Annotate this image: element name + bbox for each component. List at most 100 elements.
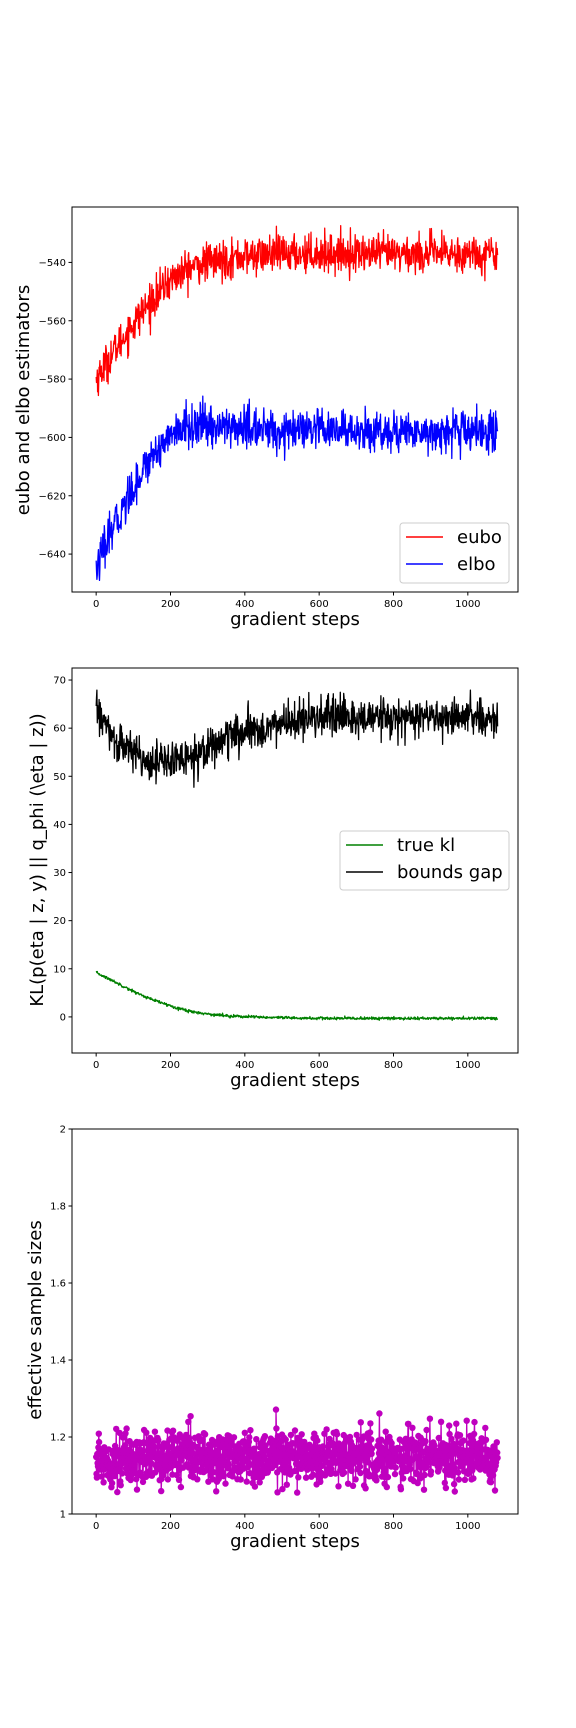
y-tick-label: 0 bbox=[60, 1012, 66, 1023]
data-point bbox=[382, 1428, 389, 1435]
data-point bbox=[114, 1488, 121, 1496]
data-point bbox=[494, 1454, 501, 1462]
data-point bbox=[409, 1424, 416, 1432]
data-point bbox=[426, 1415, 434, 1422]
y-tick-label: −580 bbox=[39, 375, 66, 386]
data-point bbox=[220, 1473, 227, 1480]
data-point bbox=[95, 1430, 103, 1437]
data-point bbox=[302, 1474, 310, 1481]
data-point bbox=[177, 1483, 185, 1491]
data-point bbox=[169, 1427, 177, 1434]
data-point bbox=[131, 1461, 138, 1468]
x-tick-label: 200 bbox=[161, 1521, 180, 1532]
y-tick-label: 1.4 bbox=[50, 1356, 66, 1367]
data-point bbox=[314, 1437, 321, 1444]
data-point bbox=[416, 1454, 424, 1461]
data-point bbox=[283, 1481, 290, 1488]
data-point bbox=[366, 1429, 374, 1436]
data-point bbox=[100, 1479, 107, 1486]
data-point bbox=[160, 1471, 167, 1479]
chart-eubo-elbo: 0 200 400 600 800 1000 −540 −560 −580 −600 −620 −64… bbox=[13, 206, 519, 630]
legend: true kl bounds gap bbox=[339, 830, 510, 891]
y-axis-label: eubo and elbo estimators bbox=[13, 285, 34, 515]
data-point bbox=[121, 1442, 129, 1449]
data-point bbox=[98, 1473, 105, 1480]
data-point bbox=[214, 1452, 221, 1459]
data-point bbox=[133, 1486, 141, 1493]
data-point bbox=[427, 1468, 435, 1475]
data-point bbox=[323, 1426, 330, 1433]
data-point bbox=[274, 1489, 281, 1496]
data-point bbox=[155, 1436, 162, 1444]
series-true-kl bbox=[95, 970, 499, 1022]
series-eubo bbox=[95, 225, 499, 397]
data-point bbox=[344, 1480, 352, 1487]
legend-label-true-kl: true kl bbox=[397, 835, 455, 856]
data-point bbox=[352, 1476, 359, 1483]
data-point bbox=[175, 1476, 183, 1484]
data-point bbox=[192, 1465, 200, 1472]
series-series-0 bbox=[93, 1406, 501, 1496]
data-point bbox=[111, 1472, 118, 1480]
data-point bbox=[328, 1465, 335, 1473]
data-point bbox=[455, 1476, 463, 1483]
data-point bbox=[246, 1434, 253, 1441]
data-point bbox=[391, 1470, 399, 1478]
data-point bbox=[292, 1460, 300, 1468]
data-point bbox=[116, 1429, 123, 1437]
data-point bbox=[453, 1445, 461, 1452]
data-point bbox=[214, 1460, 222, 1468]
data-point bbox=[489, 1472, 497, 1479]
x-tick-label: 600 bbox=[310, 1521, 329, 1532]
data-point bbox=[243, 1478, 250, 1485]
data-point bbox=[313, 1460, 320, 1468]
y-tick-label: 30 bbox=[53, 868, 66, 879]
data-point bbox=[256, 1454, 263, 1461]
data-point bbox=[225, 1461, 232, 1469]
x-tick-label: 800 bbox=[384, 1060, 403, 1071]
x-tick-label: 0 bbox=[93, 1521, 99, 1532]
data-point bbox=[431, 1442, 438, 1449]
data-point bbox=[230, 1434, 238, 1441]
data-point bbox=[482, 1424, 489, 1432]
data-point bbox=[251, 1483, 259, 1490]
data-point bbox=[194, 1476, 201, 1483]
data-point bbox=[368, 1445, 376, 1452]
data-point bbox=[437, 1418, 445, 1426]
data-point bbox=[335, 1483, 342, 1490]
data-point bbox=[317, 1478, 324, 1486]
chart-effective-sample-sizes: 0 200 400 600 800 1000 1 1.2 1.4 1.6 1.8 2 gradient… bbox=[25, 1125, 519, 1552]
y-axis-label: KL(p(eta | z, y) || q_phi (\eta | z)) bbox=[27, 713, 48, 1006]
data-point bbox=[470, 1430, 478, 1438]
data-point bbox=[264, 1468, 272, 1475]
y-tick-label: 60 bbox=[53, 724, 66, 735]
data-point bbox=[373, 1477, 380, 1484]
x-tick-label: 800 bbox=[384, 599, 403, 610]
y-tick-label: 1.6 bbox=[50, 1279, 66, 1290]
data-point bbox=[451, 1488, 458, 1495]
data-point bbox=[282, 1436, 289, 1443]
plot-frame bbox=[71, 206, 519, 593]
data-point bbox=[222, 1480, 229, 1487]
data-point bbox=[384, 1473, 392, 1481]
data-point bbox=[123, 1425, 130, 1432]
data-point bbox=[250, 1445, 258, 1452]
data-point bbox=[446, 1422, 453, 1429]
data-point bbox=[95, 1438, 103, 1446]
legend-box bbox=[399, 522, 510, 584]
data-point bbox=[122, 1430, 129, 1437]
data-point bbox=[143, 1429, 150, 1436]
data-point bbox=[380, 1468, 387, 1476]
y-tick-label: −560 bbox=[39, 316, 66, 327]
data-point bbox=[348, 1467, 355, 1475]
data-point bbox=[319, 1443, 327, 1450]
data-point bbox=[421, 1471, 428, 1479]
data-point bbox=[149, 1437, 156, 1444]
data-point bbox=[471, 1418, 478, 1426]
series-bounds-gap bbox=[95, 689, 499, 788]
data-point bbox=[247, 1427, 254, 1434]
data-point bbox=[258, 1460, 265, 1468]
x-tick-label: 1000 bbox=[455, 599, 480, 610]
data-point bbox=[287, 1431, 295, 1439]
data-point bbox=[178, 1457, 185, 1464]
